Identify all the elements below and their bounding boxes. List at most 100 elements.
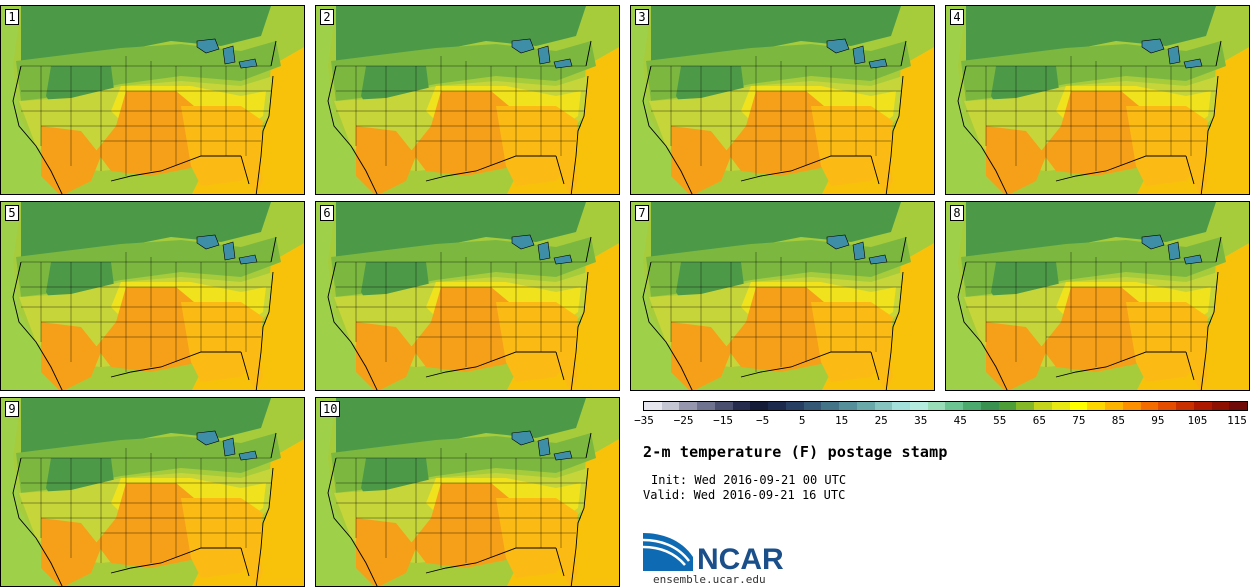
colorbar-swatch: [1158, 402, 1177, 410]
colorbar-swatch: [998, 402, 1017, 410]
map-panel-1: 1: [0, 5, 305, 195]
conus-temperature-map: [946, 6, 1249, 194]
great-lakes: [196, 234, 258, 265]
canada-green-region: [651, 202, 901, 262]
state-borders: [336, 252, 586, 372]
pacific-region: [316, 6, 375, 194]
coastlines: [12, 236, 277, 390]
great-lakes: [196, 430, 258, 461]
member-label-8: 8: [950, 205, 964, 221]
valid-time: Valid: Wed 2016-09-21 16 UTC: [643, 488, 846, 502]
colorbar-tick-label: 25: [874, 414, 888, 427]
colorbar-swatch: [644, 402, 662, 410]
conus-temperature-map: [1, 6, 304, 194]
conus-temperature-map: [1, 202, 304, 390]
atlantic-region: [507, 439, 619, 586]
canada-green-region: [966, 6, 1216, 66]
coastlines: [642, 236, 907, 390]
colorbar-swatch: [1140, 402, 1159, 410]
great-lakes: [511, 430, 573, 461]
atlantic-region: [192, 47, 304, 194]
member-label-4: 4: [950, 9, 964, 25]
map-panel-5: 5: [0, 201, 305, 391]
conus-temperature-map: [946, 202, 1249, 390]
colorbar-swatch: [874, 402, 893, 410]
colorbar-tick-label: 35: [914, 414, 928, 427]
canada-green-region: [336, 202, 586, 262]
state-borders: [21, 252, 271, 372]
colorbar-tick-label: 95: [1151, 414, 1165, 427]
pacific-region: [1, 6, 60, 194]
colorbar-swatch: [679, 402, 698, 410]
colorbar-tick-label: 115: [1227, 414, 1247, 427]
member-label-6: 6: [320, 205, 334, 221]
colorbar-swatch: [1122, 402, 1141, 410]
coastlines: [12, 432, 277, 586]
colorbar-swatch: [1105, 402, 1123, 410]
map-panel-8: 8: [945, 201, 1250, 391]
colorbar-tick-label: −35: [634, 414, 654, 427]
great-lakes: [196, 38, 258, 69]
state-borders: [651, 252, 901, 372]
canada-green-region: [21, 398, 271, 458]
colorbar-swatch: [1211, 402, 1230, 410]
conus-temperature-map: [631, 6, 934, 194]
colorbar-swatch: [856, 402, 875, 410]
atlantic-region: [822, 47, 934, 194]
member-label-5: 5: [5, 205, 19, 221]
colorbar-tick-label: 15: [835, 414, 849, 427]
state-borders: [651, 56, 901, 176]
pacific-region: [1, 202, 60, 390]
member-label-10: 10: [320, 401, 341, 417]
colorbar-swatch: [963, 402, 981, 410]
state-borders: [966, 252, 1216, 372]
map-panel-9: 9: [0, 397, 305, 587]
init-time: Init: Wed 2016-09-21 00 UTC: [651, 473, 847, 487]
coastlines: [327, 40, 592, 194]
atlantic-region: [822, 243, 934, 390]
colorbar-swatch: [927, 402, 946, 410]
colorbar-swatch: [1051, 402, 1070, 410]
colorbar-swatch: [910, 402, 928, 410]
state-borders: [21, 448, 271, 568]
colorbar-tick-label: −5: [755, 414, 770, 427]
great-lakes: [826, 234, 888, 265]
colorbar-swatch: [750, 402, 769, 410]
map-panel-6: 6: [315, 201, 620, 391]
pacific-region: [316, 202, 375, 390]
state-borders: [21, 56, 271, 176]
atlantic-region: [1137, 243, 1249, 390]
colorbar-swatch: [768, 402, 786, 410]
colorbar-swatch: [1087, 402, 1106, 410]
state-borders: [336, 56, 586, 176]
coastlines: [957, 40, 1222, 194]
colorbar-swatch: [1229, 402, 1247, 410]
chart-title: 2-m temperature (F) postage stamp: [643, 443, 948, 461]
coastlines: [327, 432, 592, 586]
map-panel-2: 2: [315, 5, 620, 195]
colorbar-tick-label: 85: [1111, 414, 1126, 427]
pacific-region: [631, 202, 690, 390]
colorbar-swatch: [661, 402, 680, 410]
colorbar-tick-label: 55: [993, 414, 1007, 427]
colorbar-swatch: [839, 402, 857, 410]
pacific-region: [946, 6, 1005, 194]
ncar-logo: NCAR: [643, 533, 784, 573]
colorbar-swatch: [1176, 402, 1194, 410]
colorbar-swatch: [1034, 402, 1052, 410]
great-lakes: [511, 38, 573, 69]
atlantic-region: [192, 243, 304, 390]
colorbar-tick-label: 45: [953, 414, 967, 427]
map-panel-10: 10: [315, 397, 620, 587]
map-panel-3: 3: [630, 5, 935, 195]
member-label-2: 2: [320, 9, 334, 25]
state-borders: [966, 56, 1216, 176]
atlantic-region: [1137, 47, 1249, 194]
site-url: ensemble.ucar.edu: [653, 573, 766, 586]
canada-green-region: [21, 202, 271, 262]
canada-green-region: [336, 6, 586, 66]
pacific-region: [631, 6, 690, 194]
colorbar-swatch: [714, 402, 733, 410]
colorbar-swatch: [1193, 402, 1212, 410]
great-lakes: [1141, 234, 1203, 265]
